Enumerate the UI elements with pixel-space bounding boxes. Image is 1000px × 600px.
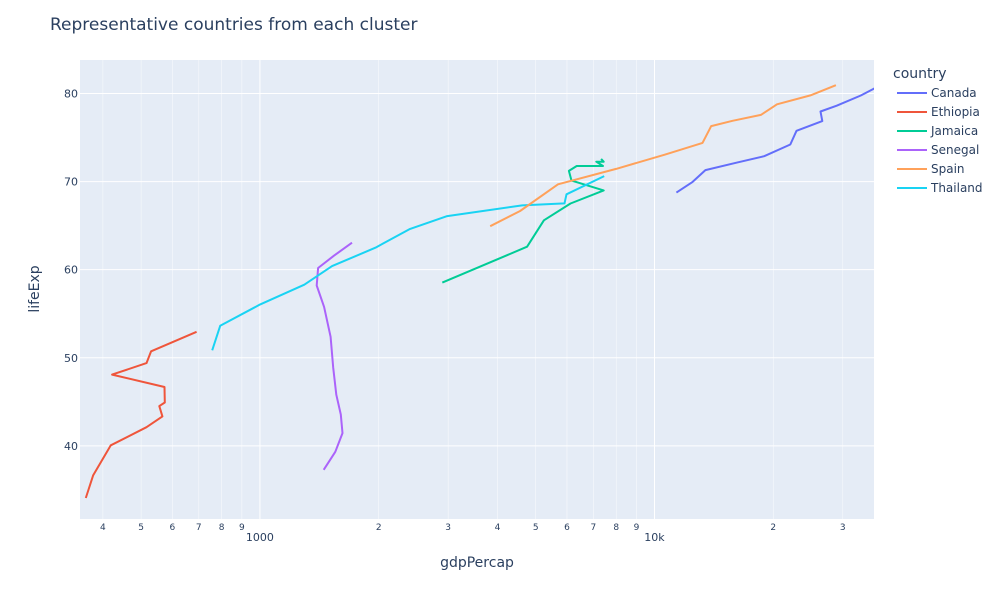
x-axis-title: gdpPercap [440, 555, 514, 571]
x-tick-label: 10k [644, 531, 665, 544]
x-minor-tick-label: 5 [138, 523, 144, 533]
legend-label: Spain [931, 162, 965, 176]
y-tick-label: 60 [64, 264, 78, 277]
series-line-canada[interactable] [675, 87, 875, 194]
legend-item-spain[interactable]: Spain [897, 162, 965, 176]
legend-label: Senegal [931, 143, 979, 157]
grid-lines [80, 60, 874, 519]
x-minor-tick-label: 7 [196, 523, 202, 533]
x-minor-tick-label: 3 [445, 523, 451, 533]
legend-label: Jamaica [930, 124, 978, 138]
legend-item-canada[interactable]: Canada [897, 86, 977, 100]
x-minor-tick-label: 5 [533, 523, 539, 533]
x-minor-tick-label: 8 [219, 523, 225, 533]
x-minor-tick-label: 8 [613, 523, 619, 533]
legend-item-ethiopia[interactable]: Ethiopia [897, 105, 980, 119]
legend-item-senegal[interactable]: Senegal [897, 143, 979, 157]
x-minor-tick-label: 9 [239, 523, 245, 533]
series-lines[interactable] [84, 84, 876, 499]
y-axis-ticks: 40 50 60 70 80 [64, 87, 78, 452]
y-tick-label: 40 [64, 440, 78, 453]
x-minor-tick-label: 4 [495, 523, 501, 533]
legend-title: country [893, 66, 947, 82]
series-line-senegal[interactable] [315, 241, 353, 471]
x-minor-tick-label: 6 [564, 523, 570, 533]
x-minor-tick-label: 6 [169, 523, 175, 533]
x-minor-tick-label: 4 [100, 523, 106, 533]
x-tick-label: 1000 [246, 531, 274, 544]
x-minor-tick-label: 9 [634, 523, 640, 533]
y-axis-title: lifeExp [27, 265, 43, 312]
series-line-jamaica[interactable] [441, 158, 605, 284]
legend-label: Canada [931, 86, 977, 100]
legend-item-thailand[interactable]: Thailand [897, 181, 983, 195]
x-minor-tick-label: 2 [376, 523, 382, 533]
x-minor-tick-label: 3 [840, 523, 846, 533]
x-minor-tick-label: 7 [591, 523, 597, 533]
legend-label: Ethiopia [931, 105, 980, 119]
x-minor-tick-label: 2 [770, 523, 776, 533]
plot-area [80, 60, 874, 519]
series-line-spain[interactable] [489, 84, 837, 228]
legend-label: Thailand [930, 181, 983, 195]
y-tick-label: 70 [64, 176, 78, 189]
y-tick-label: 50 [64, 352, 78, 365]
legend[interactable]: country Canada Ethiopia Jamaica Senegal Spai… [893, 66, 983, 195]
chart-title: Representative countries from each clust… [50, 15, 417, 35]
series-line-thailand[interactable] [211, 175, 605, 351]
y-tick-label: 80 [64, 87, 78, 100]
x-axis-ticks: 1000 10k 4 5 6 7 8 9 2 3 4 5 6 7 8 9 2 3 [100, 523, 846, 544]
legend-item-jamaica[interactable]: Jamaica [897, 124, 978, 138]
series-line-ethiopia[interactable] [84, 330, 197, 499]
